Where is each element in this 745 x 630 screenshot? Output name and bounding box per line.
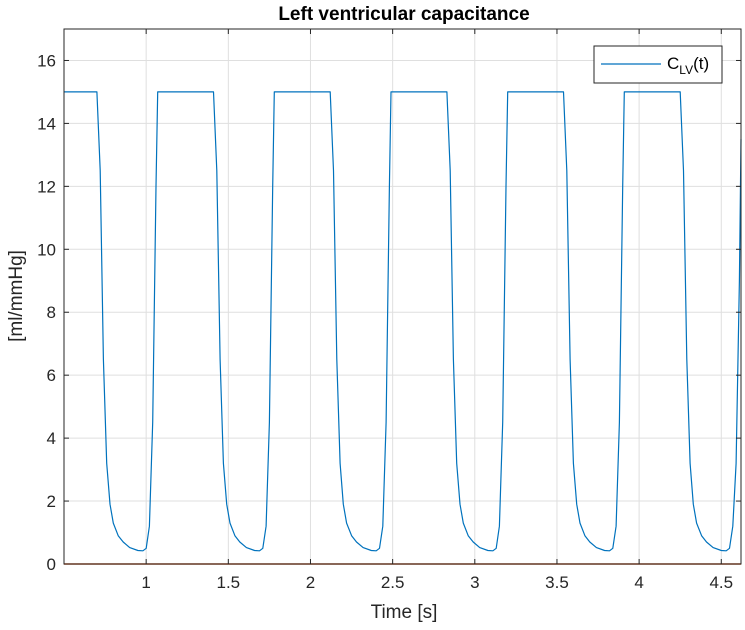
y-tick-labels: 0 2 4 6 8 10 12 14 16: [37, 51, 56, 574]
y-tick-label: 4: [47, 429, 56, 448]
x-tick-label: 3.5: [545, 573, 569, 592]
legend: CLV(t): [593, 45, 723, 84]
y-tick-label: 8: [47, 303, 56, 322]
series-line-clv: [64, 91, 742, 552]
axes-box: [63, 28, 742, 565]
legend-label-subscript: LV: [679, 63, 693, 77]
y-tick-label: 0: [47, 555, 56, 574]
y-tick-label: 10: [37, 240, 56, 259]
y-axis-label: [ml/mmHg]: [6, 250, 27, 342]
legend-label: CLV(t): [667, 54, 709, 77]
x-axis-label: Time [s]: [371, 602, 438, 623]
y-tick-label: 2: [47, 492, 56, 511]
y-tick-label: 14: [37, 114, 56, 133]
x-tick-label: 3: [470, 573, 479, 592]
x-tick-label: 4.5: [709, 573, 733, 592]
y-tick-label: 16: [37, 51, 56, 70]
y-tick-label: 12: [37, 177, 56, 196]
tick-marks: [64, 29, 741, 565]
x-tick-label: 1: [141, 573, 150, 592]
x-tick-labels: 1 1.5 2 2.5 3 3.5 4 4.5: [141, 573, 733, 592]
x-tick-label: 4: [634, 573, 643, 592]
plot-area: [64, 29, 741, 564]
chart-title: Left ventricular capacitance: [278, 4, 529, 25]
y-tick-label: 6: [47, 366, 56, 385]
x-tick-label: 1.5: [217, 573, 241, 592]
x-tick-label: 2: [306, 573, 315, 592]
x-tick-label: 2.5: [381, 573, 405, 592]
legend-label-base: C: [667, 54, 679, 73]
legend-label-suffix: (t): [693, 54, 709, 73]
